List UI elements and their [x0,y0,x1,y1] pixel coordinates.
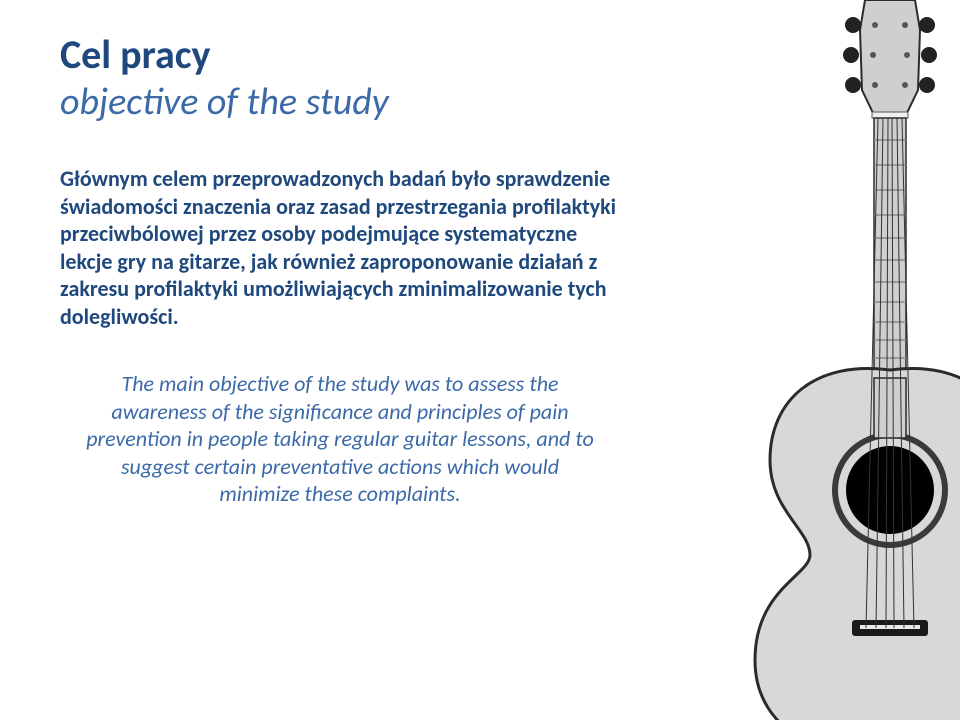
soundhole [846,446,934,534]
tuning-peg-icon [845,17,861,33]
polish-paragraph: Głównym celem przeprowadzonych badań był… [60,165,620,330]
guitar-svg [660,0,960,720]
guitar-neck [874,118,906,378]
tuning-peg-icon [919,77,935,93]
tuning-peg-icon [843,47,859,63]
slide-container: Cel pracy objective of the study Głównym… [0,0,960,720]
tuning-peg-icon [919,17,935,33]
guitar-illustration [660,0,960,720]
english-paragraph: The main objective of the study was to a… [80,370,600,508]
guitar-body [755,368,960,720]
guitar-nut [872,112,908,118]
body-text: Głównym celem przeprowadzonych badań był… [60,165,620,508]
guitar-headstock [860,0,920,115]
tuning-peg-icon [921,47,937,63]
guitar-saddle [860,625,920,629]
tuning-peg-icon [845,77,861,93]
